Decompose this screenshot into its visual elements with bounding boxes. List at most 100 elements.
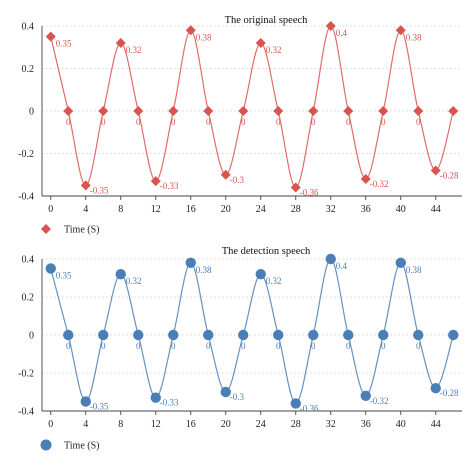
- x-tick-label: 4: [83, 204, 88, 215]
- data-label: 0.35: [56, 39, 72, 49]
- data-label: 0: [346, 117, 351, 127]
- legend-marker: [41, 224, 51, 234]
- x-tick-label: 40: [396, 204, 406, 215]
- data-point: [80, 180, 91, 191]
- data-label: -0.36: [300, 403, 319, 413]
- x-tick-label: 20: [221, 419, 231, 430]
- data-label: 0: [101, 341, 106, 351]
- chart-original-speech: 0.4 0.2 0 -0.2 -0.4 0 4 8 12 16 20 24 28 32 36 40 44 The …: [18, 15, 462, 236]
- x-tick-label: 36: [361, 204, 371, 215]
- data-label: -0.28: [440, 171, 459, 181]
- data-label: 0.38: [196, 265, 212, 275]
- data-point: [290, 182, 301, 193]
- data-point: [448, 106, 459, 116]
- y-tick-label: 0: [29, 331, 34, 342]
- y-tick-label: 0: [29, 107, 34, 118]
- data-point: [325, 253, 336, 265]
- data-point: [360, 390, 371, 401]
- data-point: [308, 329, 319, 341]
- data-point: [63, 329, 74, 341]
- data-point: [185, 257, 196, 268]
- data-label: -0.3: [230, 175, 245, 185]
- data-label: -0.32: [370, 396, 389, 406]
- data-point: [220, 169, 231, 180]
- data-point: [185, 25, 196, 36]
- x-tick-label: 28: [291, 419, 301, 430]
- data-label: 0: [101, 117, 106, 127]
- data-point: [133, 106, 144, 116]
- data-point: [255, 269, 266, 280]
- data-point: [430, 383, 441, 394]
- data-point: [203, 329, 214, 341]
- y-tick-label: 0.2: [22, 64, 35, 75]
- data-point: [45, 263, 56, 274]
- x-tick-label: 8: [118, 419, 123, 430]
- data-label: 0: [416, 117, 421, 127]
- data-label: -0.28: [440, 388, 459, 398]
- series-line: [50, 258, 454, 405]
- data-point: [273, 329, 284, 341]
- y-tick-label: -0.2: [18, 149, 34, 160]
- x-tick-label: 44: [431, 419, 441, 430]
- x-tick-label: 44: [431, 204, 441, 215]
- legend-marker: [40, 439, 52, 451]
- y-tick-label: -0.4: [18, 192, 34, 203]
- x-tick-label: 4: [83, 419, 88, 430]
- data-point: [413, 329, 424, 341]
- data-label: 0: [311, 117, 316, 127]
- x-tick-label: 36: [361, 419, 371, 430]
- data-label: 0: [136, 117, 141, 127]
- data-point: [273, 106, 284, 116]
- data-label: 0: [381, 117, 386, 127]
- legend-label: Time (S): [64, 441, 99, 452]
- x-tick-label: 8: [118, 204, 123, 215]
- data-point: [448, 329, 459, 341]
- data-point: [290, 398, 301, 409]
- data-point: [203, 106, 214, 116]
- data-point: [115, 38, 126, 48]
- data-label: 0: [416, 341, 421, 351]
- data-label: -0.3: [230, 392, 245, 402]
- data-point: [325, 21, 336, 31]
- data-point: [115, 269, 126, 280]
- data-label: 0: [346, 341, 351, 351]
- data-label: 0: [206, 117, 211, 127]
- data-point: [238, 329, 249, 341]
- x-tick-label: 24: [256, 204, 266, 215]
- data-label: 0.35: [56, 271, 72, 281]
- data-label: -0.36: [300, 188, 319, 198]
- data-point: [45, 31, 56, 42]
- data-label: -0.33: [160, 398, 179, 408]
- data-point: [308, 106, 319, 116]
- data-label: 0: [66, 117, 71, 127]
- data-label: 0.4: [336, 28, 348, 38]
- data-point: [133, 329, 144, 341]
- data-point: [150, 392, 161, 403]
- y-tick-label: 0.4: [22, 255, 35, 266]
- data-label: 0: [241, 341, 246, 351]
- chart-title: The detection speech: [222, 246, 311, 257]
- y-tick-label: 0.2: [22, 293, 35, 304]
- x-tick-label: 40: [396, 419, 406, 430]
- data-point: [168, 106, 179, 116]
- data-label: -0.35: [90, 185, 109, 195]
- data-point: [395, 25, 406, 36]
- series-line: [50, 25, 454, 189]
- data-label: 0: [311, 341, 316, 351]
- x-tick-label: 20: [221, 204, 231, 215]
- data-point: [413, 106, 424, 116]
- data-point: [168, 329, 179, 341]
- data-label: -0.32: [370, 179, 389, 189]
- data-label: 0.32: [126, 45, 142, 55]
- x-tick-label: 0: [48, 419, 53, 430]
- data-point: [378, 106, 389, 116]
- data-label: 0.38: [406, 32, 422, 42]
- data-point: [63, 106, 74, 116]
- x-tick-label: 28: [291, 204, 301, 215]
- data-point: [255, 38, 266, 48]
- y-tick-label: -0.4: [18, 407, 34, 418]
- data-point: [150, 176, 161, 187]
- data-label: 0: [66, 341, 71, 351]
- data-point: [220, 386, 231, 398]
